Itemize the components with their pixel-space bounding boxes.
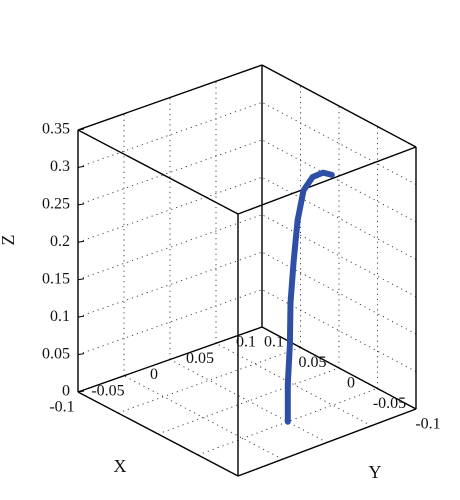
box-edge-bottom: [77, 326, 263, 393]
x-tick-label: -0.05: [91, 382, 124, 399]
series-layer: [284, 169, 335, 425]
y-tick-label: -0.05: [373, 395, 406, 412]
grid-line-floor-y: [197, 388, 378, 456]
z-tick-mark: [77, 278, 85, 281]
grid-line-floor-x: [123, 375, 283, 460]
box-edge-top: [237, 146, 417, 215]
z-tick-mark: [77, 203, 85, 206]
x-tick-label: 0.05: [186, 350, 214, 367]
grid-line-wall-x-horizontal: [261, 251, 417, 335]
z-tick-mark: [77, 390, 85, 393]
z-tick-mark: [77, 240, 85, 243]
z-tick-label: 0.1: [50, 308, 70, 325]
box-edge-top: [77, 129, 239, 215]
y-tick-label: 0: [347, 375, 355, 392]
x-tick-label: -0.1: [49, 399, 74, 416]
y-tick-label: 0.1: [264, 334, 284, 351]
x-axis-label: X: [114, 456, 127, 476]
grid-line-wall-x-horizontal: [261, 176, 417, 260]
grid-lines: [77, 64, 417, 477]
series-line-0: [284, 169, 335, 425]
z-tick-label: 0.15: [42, 270, 70, 287]
z-tick-label: 0.35: [42, 121, 70, 138]
z-tick-label: 0.05: [42, 345, 70, 362]
grid-line-floor-y: [117, 347, 301, 414]
grid-line-floor-y: [157, 367, 340, 435]
grid-line-floor-x: [169, 359, 328, 443]
z-tick-label: 0.3: [50, 158, 70, 175]
grid-line-wall-x-horizontal: [261, 139, 417, 223]
tick-labels: 0 0.05 0.1 0.15 0.2 0.25 0.3 0.35 -0.1 -0.05 0 0.05…: [42, 121, 441, 433]
z-tick-label: 0: [62, 383, 70, 400]
z-tick-mark: [77, 165, 85, 168]
y-tick-label: -0.1: [415, 416, 440, 433]
z-tick-mark: [77, 315, 85, 318]
grid-line-floor-x: [215, 342, 372, 427]
x-tick-label: 0: [150, 366, 158, 383]
z-tick-mark: [77, 128, 85, 131]
box-edge-bottom: [237, 408, 417, 477]
grid-line-wall-y-horizontal: [77, 139, 263, 206]
z-tick-label: 0.2: [50, 233, 70, 250]
box-edge-top: [261, 64, 417, 148]
y-tick-label: 0.05: [299, 354, 327, 371]
x-tick-label: 0.1: [236, 334, 256, 351]
z-tick-label: 0.25: [42, 196, 70, 213]
box-edge-top: [77, 64, 263, 131]
axes-box: [77, 64, 417, 477]
z-axis-label: Z: [0, 235, 18, 246]
box-edge-bottom: [77, 391, 239, 477]
y-axis-label: Y: [369, 462, 382, 482]
z-tick-mark: [77, 353, 85, 356]
